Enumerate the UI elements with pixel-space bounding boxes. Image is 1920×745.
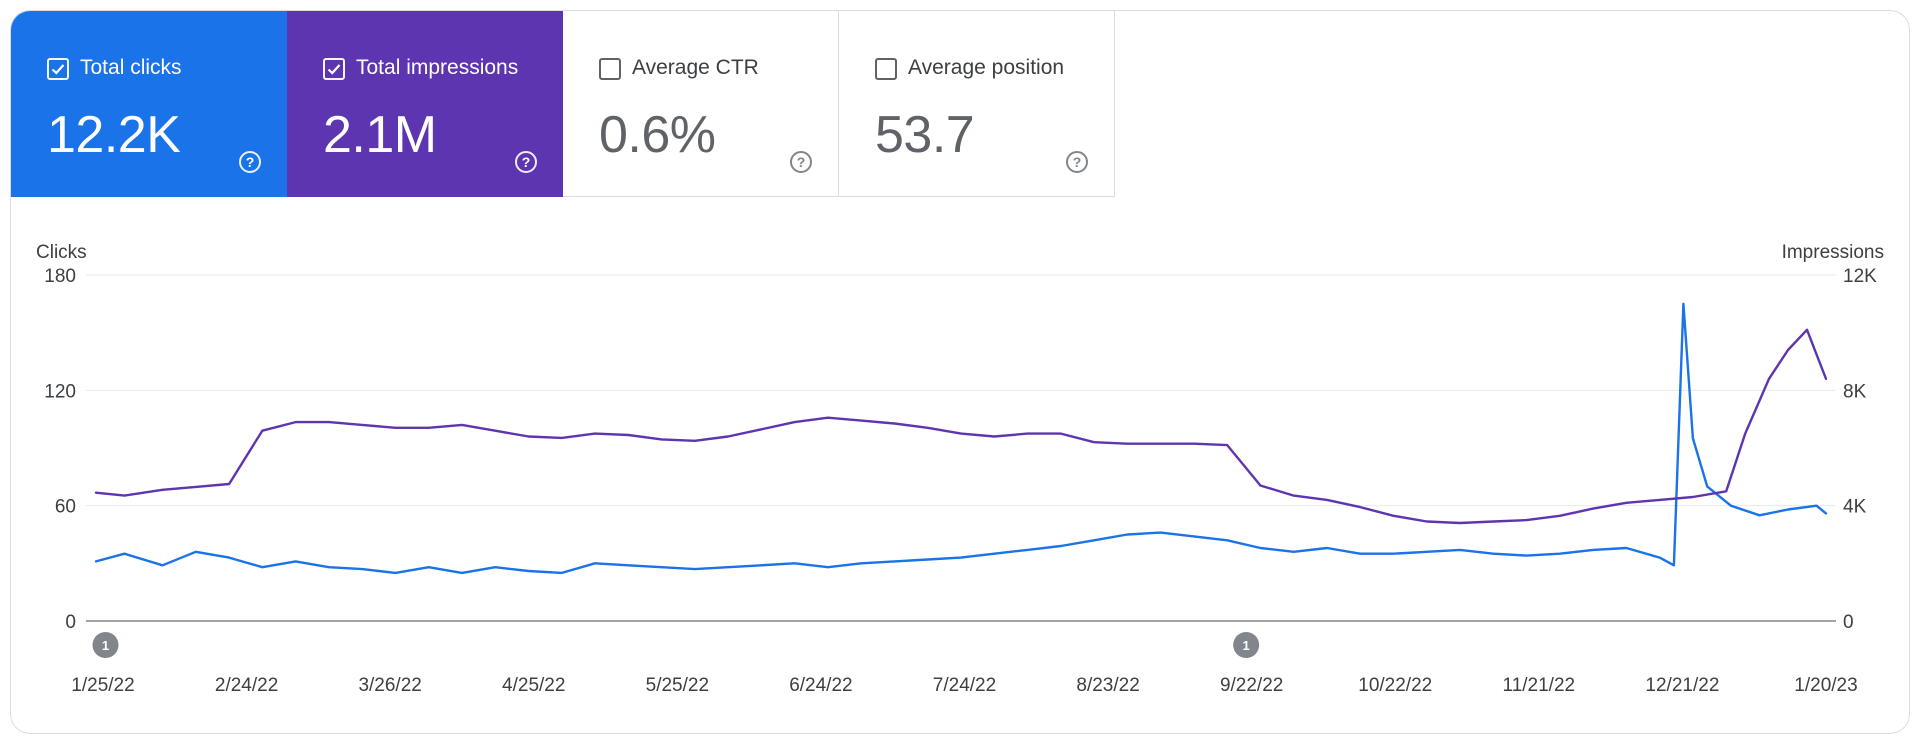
metric-value: 53.7: [875, 106, 975, 164]
metric-value: 2.1M: [323, 106, 437, 164]
help-icon[interactable]: ?: [239, 151, 261, 173]
tile-average-ctr[interactable]: Average CTR 0.6% ?: [563, 11, 839, 197]
annotation-marker[interactable]: 1: [1233, 632, 1260, 658]
x-tick-label: 8/23/22: [1076, 675, 1139, 696]
annotation-marker[interactable]: 1: [92, 632, 119, 658]
performance-card: Total clicks 12.2K ? Total impressions 2…: [10, 10, 1910, 734]
x-tick-label: 2/24/22: [215, 675, 278, 696]
y-right-tick-label: 0: [1843, 612, 1854, 633]
tile-average-position[interactable]: Average position 53.7 ?: [839, 11, 1115, 197]
x-tick-label: 12/21/22: [1645, 675, 1719, 696]
y-left-tick-label: 0: [65, 612, 76, 633]
series-lines: [94, 302, 1828, 575]
y-left-tick-label: 180: [44, 266, 76, 287]
y-right-tick-label: 8K: [1843, 381, 1867, 402]
tile-total-impressions[interactable]: Total impressions 2.1M ?: [287, 11, 563, 197]
help-icon[interactable]: ?: [790, 151, 812, 173]
help-icon[interactable]: ?: [1066, 151, 1088, 173]
annotation-badge: [92, 632, 119, 658]
series-line-total-clicks: [94, 302, 1828, 575]
metric-label: Average position: [908, 56, 1065, 79]
right-axis-ticks: 0 4K 8K 12K: [1843, 266, 1877, 633]
metric-label: Total impressions: [356, 56, 519, 79]
x-tick-label: 9/22/22: [1220, 675, 1283, 696]
left-axis-title: Clicks: [36, 242, 87, 263]
x-tick-label: 4/25/22: [502, 675, 565, 696]
annotation-label: 1: [102, 638, 109, 653]
annotation-label: 1: [1243, 638, 1250, 653]
checkbox-checked-icon[interactable]: [47, 58, 69, 80]
x-tick-label: 11/21/22: [1503, 675, 1576, 696]
x-axis-ticks: 1/25/22 2/24/22 3/26/22 4/25/22 5/25/22 6/24/…: [71, 675, 1857, 696]
metric-value: 0.6%: [599, 106, 716, 164]
tile-total-clicks[interactable]: Total clicks 12.2K ?: [11, 11, 287, 197]
y-left-tick-label: 120: [44, 381, 76, 402]
right-axis-title: Impressions: [1782, 242, 1884, 263]
series-line-total-impressions: [94, 328, 1828, 525]
metric-label: Total clicks: [80, 56, 182, 79]
metric-tiles: Total clicks 12.2K ? Total impressions 2…: [11, 11, 1115, 197]
x-tick-label: 3/26/22: [358, 675, 421, 696]
x-tick-label: 1/25/22: [71, 675, 134, 696]
y-right-tick-label: 12K: [1843, 266, 1877, 287]
left-axis-ticks: 0 60 120 180: [44, 266, 76, 633]
performance-chart[interactable]: Clicks Impressions 0 60 120 180 0 4K 8K 12K 1/…: [11, 11, 1909, 733]
x-tick-label: 10/22/22: [1358, 675, 1432, 696]
y-right-tick-label: 4K: [1843, 497, 1867, 518]
x-tick-label: 6/24/22: [789, 675, 852, 696]
checkbox-unchecked-icon[interactable]: [875, 58, 897, 80]
x-tick-label: 7/24/22: [933, 675, 996, 696]
checkbox-checked-icon[interactable]: [323, 58, 345, 80]
x-tick-label: 5/25/22: [646, 675, 709, 696]
metric-value: 12.2K: [47, 106, 181, 164]
x-tick-label: 1/20/23: [1794, 675, 1857, 696]
checkbox-unchecked-icon[interactable]: [599, 58, 621, 80]
metric-label: Average CTR: [632, 56, 759, 79]
y-left-tick-label: 60: [55, 497, 76, 518]
gridlines: [86, 274, 1836, 622]
help-icon[interactable]: ?: [515, 151, 537, 173]
annotation-badge: [1233, 632, 1260, 658]
